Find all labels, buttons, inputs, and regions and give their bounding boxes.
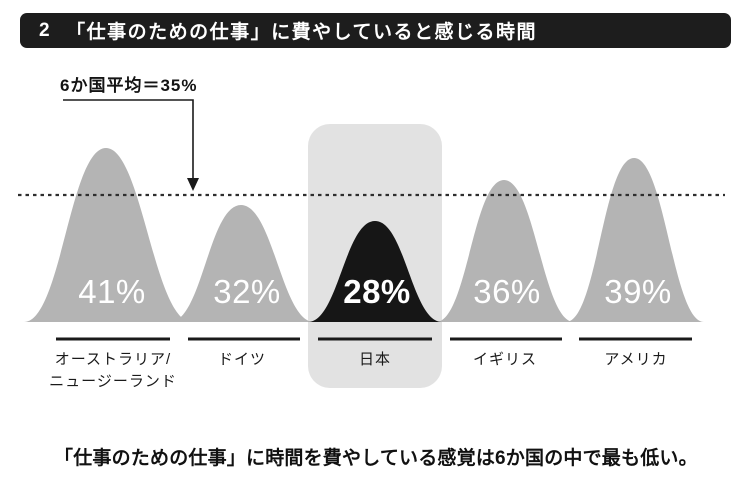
category-label-australia-nz-line2: ニュージーランド bbox=[49, 373, 177, 390]
value-label-usa: 39% bbox=[604, 273, 672, 310]
curve-germany bbox=[170, 205, 314, 322]
average-annotation: 6か国平均＝35% bbox=[60, 75, 197, 95]
value-label-japan: 28% bbox=[343, 273, 411, 310]
value-label-uk: 36% bbox=[473, 273, 541, 310]
category-label-japan: 日本 bbox=[359, 351, 391, 368]
curve-australia-nz bbox=[24, 148, 192, 322]
value-label-germany: 32% bbox=[213, 273, 281, 310]
curve-uk bbox=[436, 180, 574, 322]
title-number: 2 bbox=[39, 19, 52, 41]
average-arrow-line bbox=[63, 99, 194, 179]
category-label-australia-nz-line1: オーストラリア/ bbox=[55, 351, 171, 368]
caption: 「仕事のための仕事」に時間を費やしている感覚は6か国の中で最も低い。 bbox=[54, 448, 698, 469]
page-title: 「仕事のための仕事」に費やしていると感じる時間 bbox=[66, 22, 538, 43]
value-label-australia-nz: 41% bbox=[78, 273, 146, 310]
category-label-uk: イギリス bbox=[473, 351, 537, 368]
curve-japan bbox=[308, 221, 442, 322]
arrow-down-icon bbox=[187, 178, 199, 191]
title-bar: 2 「仕事のための仕事」に費やしていると感じる時間 bbox=[20, 13, 731, 48]
curve-usa bbox=[566, 158, 704, 322]
category-label-germany: ドイツ bbox=[218, 351, 266, 368]
chart-canvas: 6か国平均＝35% 41% 32% 28% 36% 39% オーストラリア/ ニ… bbox=[18, 75, 725, 390]
category-label-usa: アメリカ bbox=[604, 351, 667, 368]
